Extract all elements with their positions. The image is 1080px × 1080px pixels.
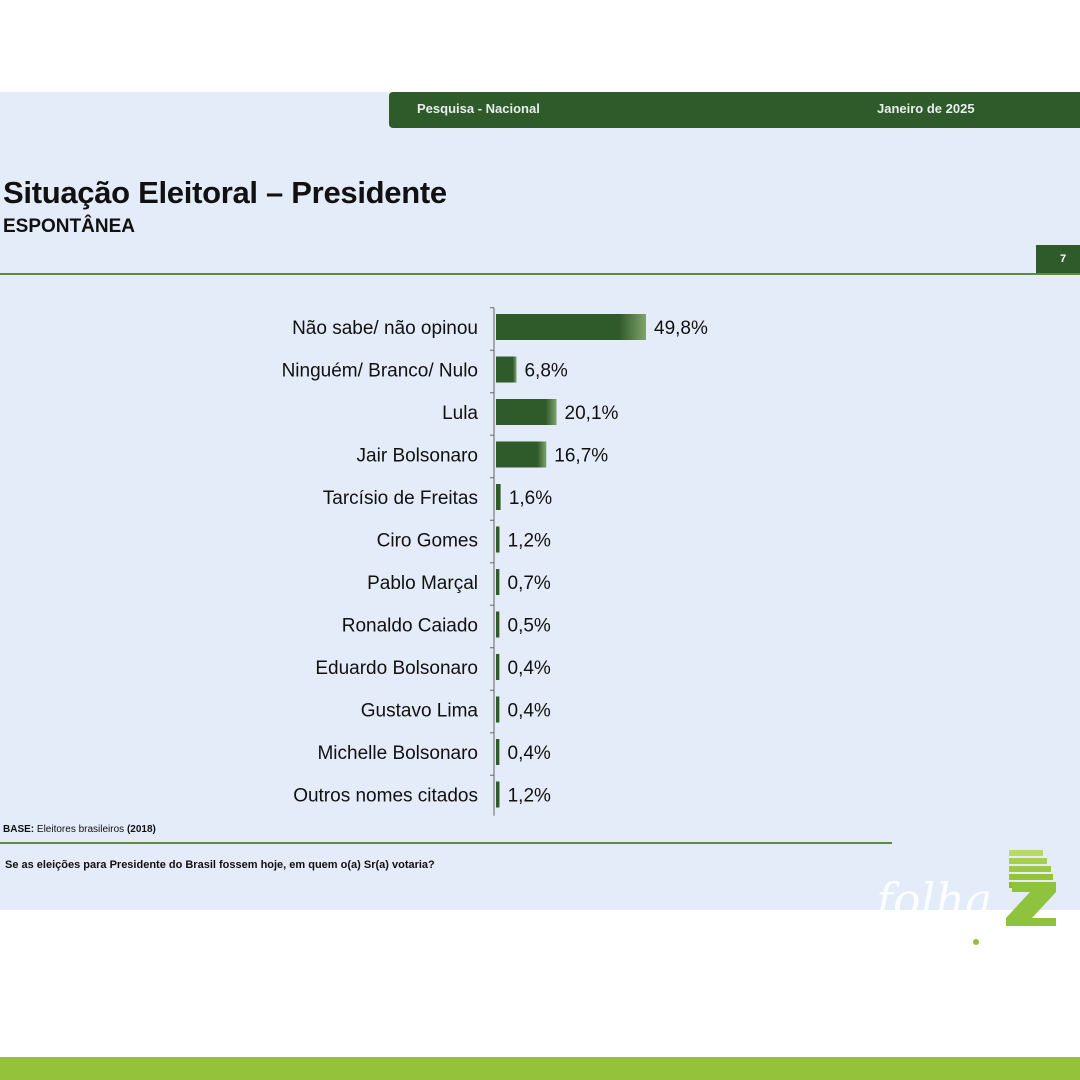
category-label: Não sabe/ não opinou [292, 318, 478, 339]
slide-background [0, 92, 1080, 910]
category-label: Eduardo Bolsonaro [315, 658, 478, 679]
value-label: 1,2% [508, 786, 551, 807]
bar [496, 441, 547, 468]
bar [496, 696, 500, 723]
value-label: 0,4% [508, 743, 551, 764]
category-label: Lula [442, 403, 478, 424]
divider-top [0, 273, 1080, 275]
page-number: 7 [1060, 253, 1067, 265]
chart-subtitle: ESPONTÂNEA [3, 216, 135, 237]
bar [496, 739, 500, 765]
folhaz-logo: folha [873, 850, 1056, 945]
bar [496, 526, 500, 553]
base-text: Eleitores brasileiros [36, 824, 125, 835]
value-label: 1,2% [508, 531, 551, 552]
survey-question: Se as eleições para Presidente do Brasil… [5, 859, 435, 871]
survey-scope: Pesquisa - Nacional [417, 101, 540, 116]
chart-title: Situação Eleitoral – Presidente [3, 175, 447, 210]
category-label: Tarcísio de Freitas [323, 488, 478, 509]
value-label: 0,7% [508, 573, 551, 594]
divider-bottom [0, 842, 892, 844]
category-label: Ronaldo Caiado [342, 616, 478, 637]
value-label: 0,4% [508, 658, 551, 679]
logo-z-icon [1006, 882, 1056, 926]
value-label: 20,1% [565, 403, 619, 424]
bar [496, 781, 500, 808]
bar [496, 569, 500, 595]
logo-dot-icon [973, 939, 979, 945]
bar [496, 611, 500, 638]
value-label: 0,5% [508, 616, 551, 637]
page-number-box [1036, 245, 1080, 274]
value-label: 0,4% [508, 701, 551, 722]
base-label: BASE: [3, 824, 35, 835]
bar-chart: Não sabe/ não opinou 49,8% Ninguém/ Branco… [282, 307, 708, 816]
bar [496, 314, 646, 340]
value-label: 16,7% [554, 446, 608, 467]
category-label: Jair Bolsonaro [357, 446, 478, 467]
bar [496, 356, 517, 383]
bar [496, 484, 501, 510]
category-label: Gustavo Lima [361, 701, 479, 722]
category-label: Michelle Bolsonaro [317, 743, 478, 764]
base-year: (2018) [126, 824, 156, 835]
value-label: 49,8% [654, 318, 708, 339]
header-band [389, 92, 1080, 128]
bar [496, 654, 500, 680]
survey-date: Janeiro de 2025 [877, 101, 975, 116]
category-label: Outros nomes citados [293, 786, 478, 807]
base-note: BASE: Eleitores brasileiros (2018) [3, 824, 156, 835]
category-label: Ciro Gomes [377, 531, 478, 552]
bottom-accent-bar [0, 1057, 1080, 1080]
category-label: Ninguém/ Branco/ Nulo [282, 361, 478, 382]
category-label: Pablo Marçal [367, 573, 478, 594]
bar [496, 399, 557, 425]
value-label: 6,8% [524, 361, 567, 382]
value-label: 1,6% [509, 488, 552, 509]
logo-wordmark: folha [873, 873, 992, 927]
